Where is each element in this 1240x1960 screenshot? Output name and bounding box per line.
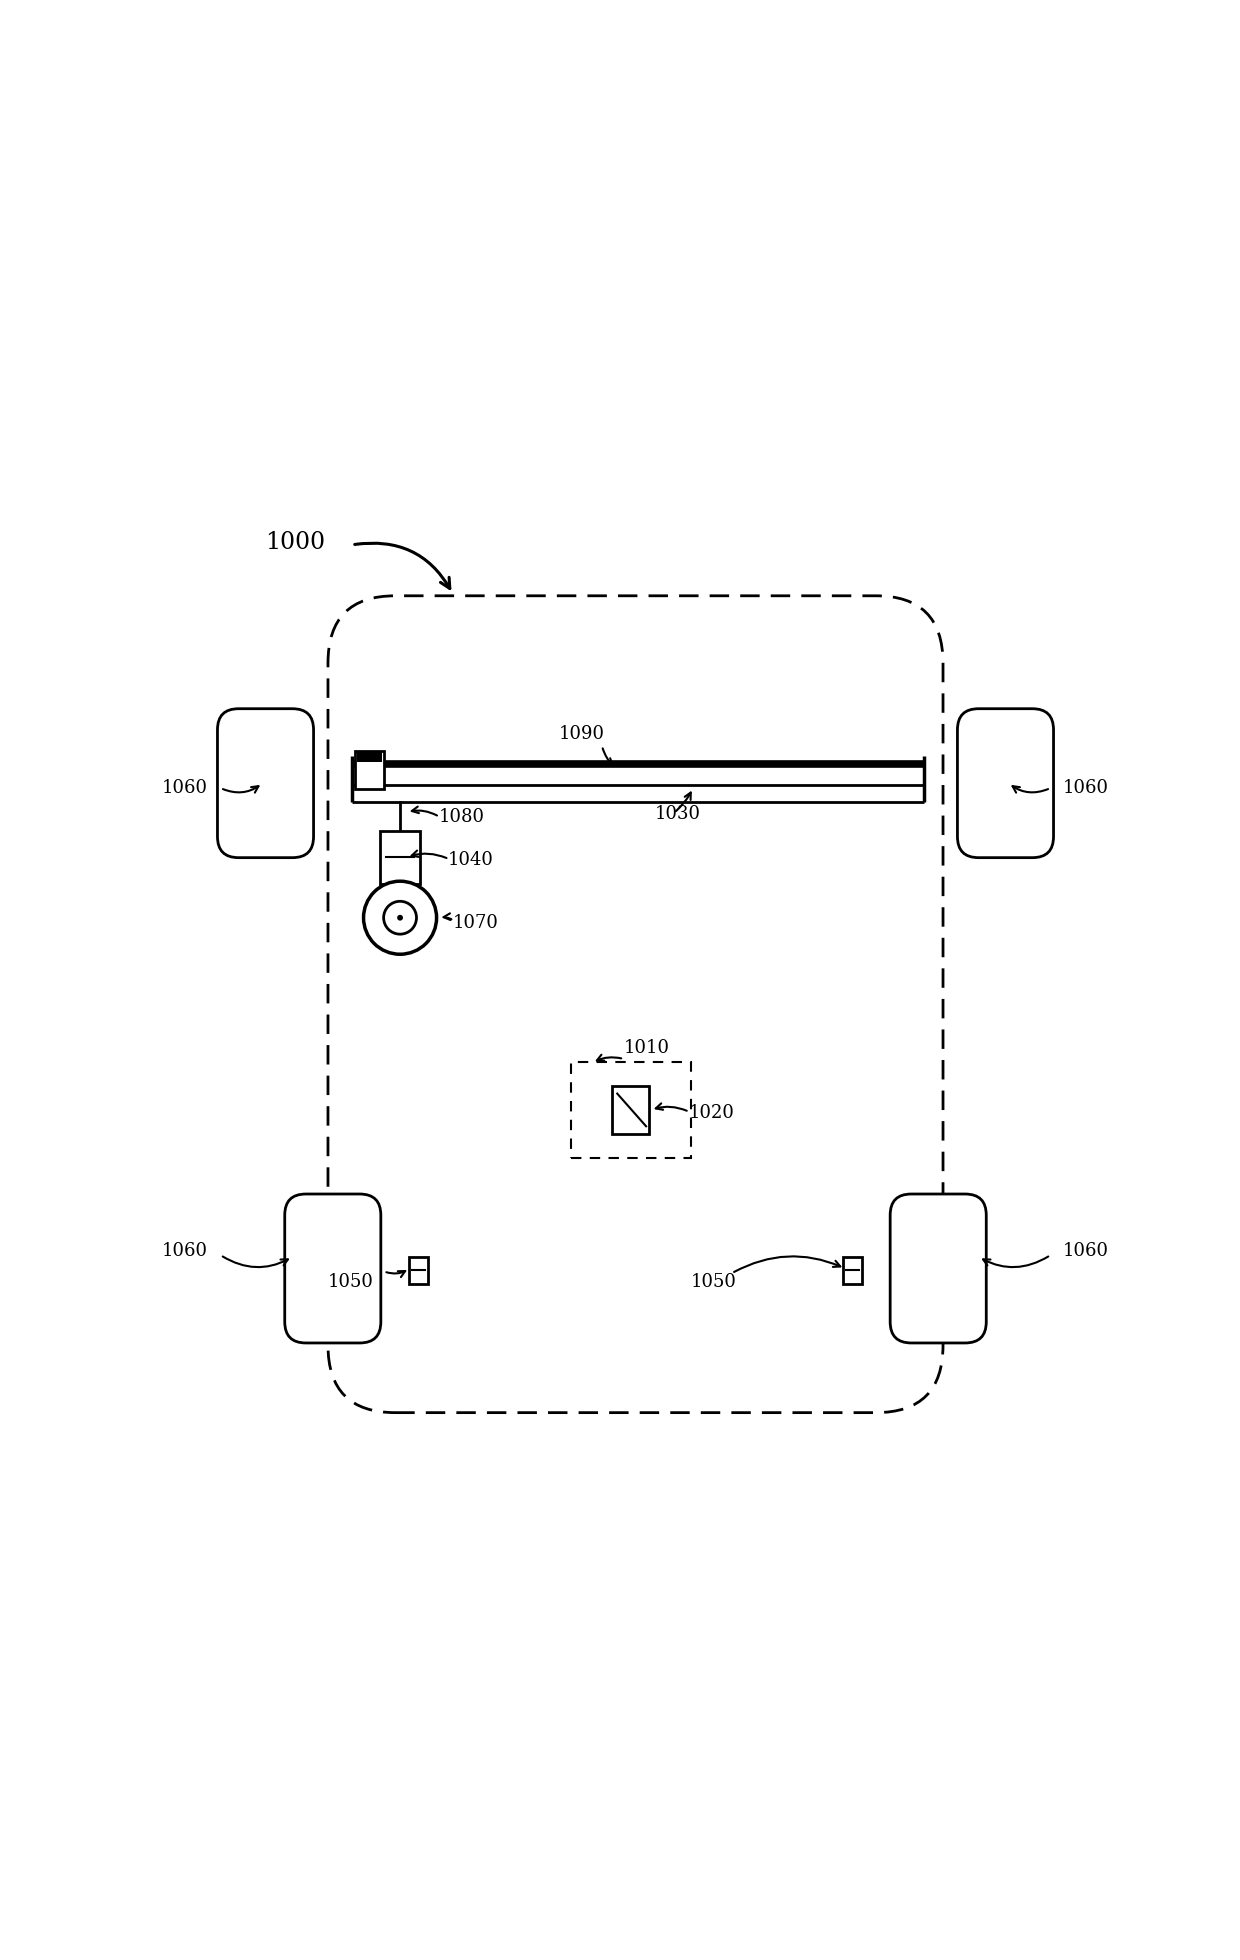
Bar [409, 1256, 428, 1284]
Text: 1040: 1040 [448, 851, 494, 868]
Text: 1030: 1030 [655, 806, 701, 823]
Text: 1050: 1050 [691, 1274, 737, 1292]
Text: 1080: 1080 [439, 808, 485, 825]
Circle shape [383, 902, 417, 935]
FancyBboxPatch shape [957, 710, 1054, 858]
Text: 1060: 1060 [1063, 778, 1109, 798]
FancyBboxPatch shape [217, 710, 314, 858]
Text: 1070: 1070 [453, 913, 498, 931]
Bar [357, 753, 382, 762]
Bar [843, 1256, 862, 1284]
FancyBboxPatch shape [890, 1194, 986, 1343]
Text: 1000: 1000 [265, 531, 326, 555]
Circle shape [397, 915, 403, 921]
Bar [379, 831, 420, 884]
Text: 1060: 1060 [162, 1243, 208, 1260]
Bar [613, 1086, 649, 1135]
Circle shape [363, 882, 436, 955]
Text: 1090: 1090 [558, 725, 605, 743]
Text: 1010: 1010 [624, 1039, 670, 1056]
Text: 1060: 1060 [162, 778, 208, 798]
Text: 1020: 1020 [688, 1103, 734, 1121]
FancyBboxPatch shape [285, 1194, 381, 1343]
Text: 1050: 1050 [329, 1274, 374, 1292]
Bar [355, 751, 383, 790]
Bar [570, 1062, 691, 1158]
Text: 1060: 1060 [1063, 1243, 1109, 1260]
